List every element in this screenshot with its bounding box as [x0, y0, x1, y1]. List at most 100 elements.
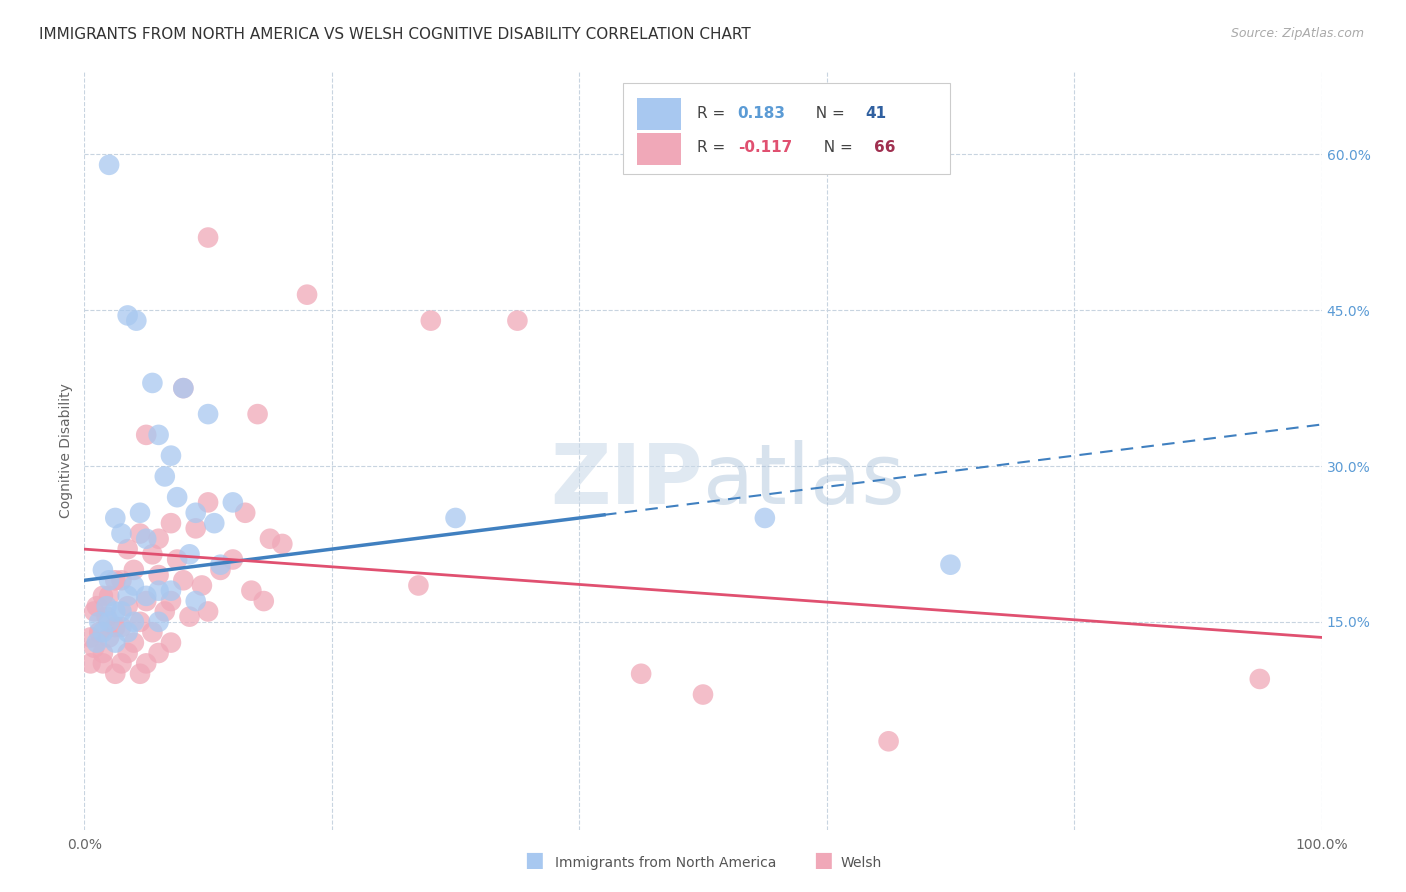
Point [117, 589, 139, 603]
Point [222, 552, 245, 566]
Point [184, 521, 207, 535]
Point [153, 604, 176, 618]
Point [141, 547, 163, 561]
Point [104, 666, 127, 681]
Point [117, 599, 139, 614]
Point [191, 578, 214, 592]
Point [179, 547, 201, 561]
Point [148, 568, 170, 582]
Point [122, 635, 145, 649]
Text: N =: N = [814, 140, 858, 155]
Point [160, 516, 183, 531]
Point [117, 309, 139, 323]
Point [86, 635, 108, 649]
Point [172, 381, 194, 395]
Point [98, 589, 121, 603]
Point [79, 631, 101, 645]
Point [91, 563, 114, 577]
Point [877, 734, 900, 748]
Point [1249, 672, 1271, 686]
Point [117, 646, 139, 660]
Point [202, 516, 225, 531]
Text: R =: R = [697, 105, 730, 120]
Point [129, 666, 152, 681]
Point [408, 578, 430, 592]
Point [148, 532, 170, 546]
Point [135, 657, 157, 671]
Point [96, 609, 118, 624]
Point [166, 552, 188, 566]
Point [104, 604, 127, 618]
Point [184, 506, 207, 520]
Point [83, 640, 105, 655]
Point [125, 313, 148, 327]
Point [240, 583, 263, 598]
Point [104, 620, 127, 634]
Y-axis label: Cognitive Disability: Cognitive Disability [59, 383, 73, 518]
Text: IMMIGRANTS FROM NORTH AMERICA VS WELSH COGNITIVE DISABILITY CORRELATION CHART: IMMIGRANTS FROM NORTH AMERICA VS WELSH C… [39, 27, 751, 42]
Point [79, 657, 101, 671]
Point [259, 532, 281, 546]
Point [444, 511, 467, 525]
Text: atlas: atlas [703, 441, 904, 521]
Point [91, 625, 114, 640]
Point [104, 635, 127, 649]
Point [148, 428, 170, 442]
Text: -0.117: -0.117 [738, 140, 792, 155]
Text: Welsh: Welsh [841, 855, 882, 870]
Point [172, 381, 194, 395]
Point [692, 688, 714, 702]
Point [754, 511, 776, 525]
Point [197, 230, 219, 244]
Point [160, 635, 183, 649]
Text: ■: ■ [524, 850, 544, 870]
Point [233, 506, 256, 520]
Point [295, 287, 318, 301]
Point [506, 313, 529, 327]
Point [148, 583, 170, 598]
Point [179, 609, 201, 624]
Point [96, 599, 118, 614]
Point [630, 666, 652, 681]
Point [129, 506, 152, 520]
Point [83, 604, 105, 618]
Point [110, 657, 132, 671]
Point [166, 490, 188, 504]
Text: Immigrants from North America: Immigrants from North America [555, 855, 776, 870]
Point [160, 449, 183, 463]
Point [117, 542, 139, 557]
Point [89, 625, 111, 640]
Point [148, 615, 170, 629]
Text: Source: ZipAtlas.com: Source: ZipAtlas.com [1230, 27, 1364, 40]
Point [104, 511, 127, 525]
Point [91, 646, 114, 660]
Point [98, 615, 121, 629]
Point [122, 578, 145, 592]
FancyBboxPatch shape [637, 133, 681, 165]
Point [253, 594, 276, 608]
Point [89, 615, 111, 629]
Point [209, 558, 232, 572]
Point [222, 495, 245, 509]
Point [98, 631, 121, 645]
Point [117, 625, 139, 640]
Point [939, 558, 962, 572]
Point [86, 599, 108, 614]
Text: ■: ■ [813, 850, 832, 870]
Point [197, 407, 219, 421]
Point [135, 589, 157, 603]
Point [110, 604, 132, 618]
Point [148, 646, 170, 660]
Point [209, 563, 232, 577]
Point [271, 537, 294, 551]
FancyBboxPatch shape [623, 83, 950, 174]
Point [122, 615, 145, 629]
Point [110, 574, 132, 588]
Point [172, 574, 194, 588]
Text: 41: 41 [865, 105, 886, 120]
Point [91, 589, 114, 603]
Text: N =: N = [806, 105, 849, 120]
Point [91, 657, 114, 671]
Point [135, 532, 157, 546]
Point [98, 574, 121, 588]
